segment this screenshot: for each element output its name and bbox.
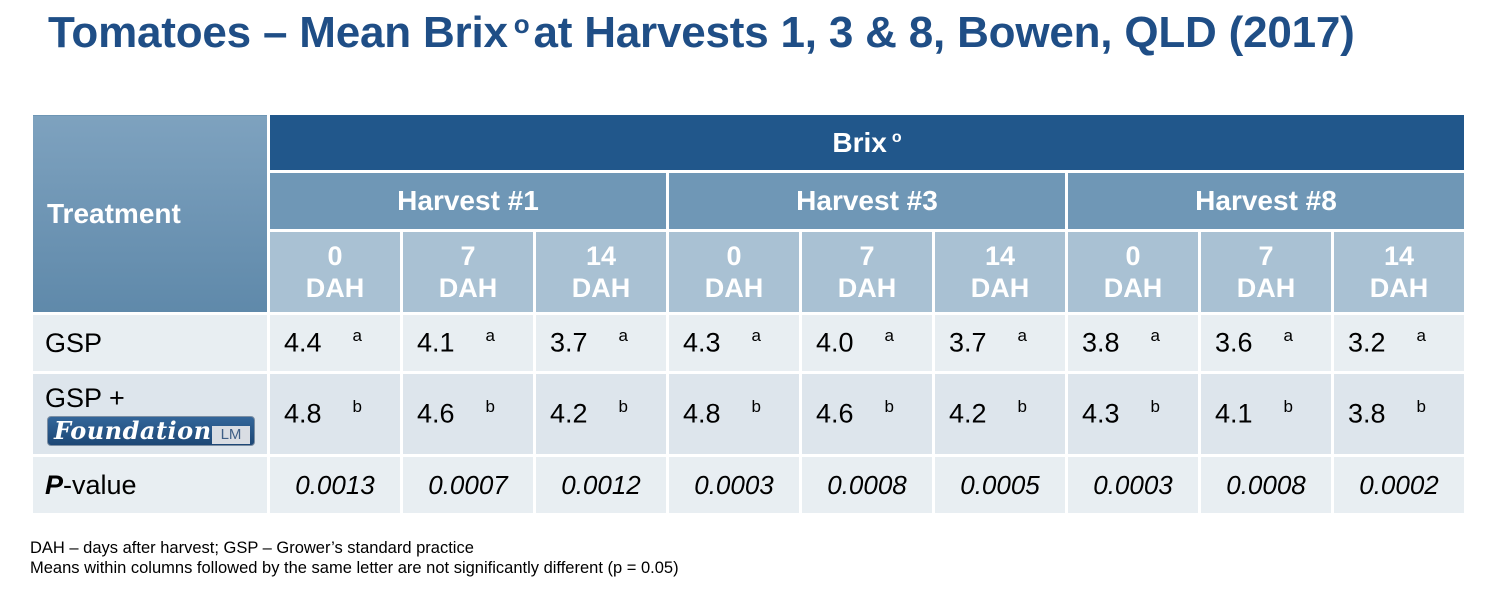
dah-header: 0 DAH bbox=[666, 229, 802, 315]
p-value-cell: 0.0003 bbox=[666, 454, 802, 516]
table-cell: 4.8 b bbox=[666, 371, 802, 457]
table-cell: 4.3 a bbox=[666, 312, 802, 374]
brix-header: Brix o bbox=[267, 112, 1467, 173]
table-cell: 4.0 a bbox=[799, 312, 935, 374]
p-value-cell: 0.0005 bbox=[932, 454, 1068, 516]
treatment-header: Treatment bbox=[30, 112, 270, 315]
table-cell: 3.8 a bbox=[1065, 312, 1201, 374]
p-value-cell: 0.0002 bbox=[1331, 454, 1467, 516]
table-cell: 3.7 a bbox=[533, 312, 669, 374]
table-row-gsp: GSP 4.4 a 4.1 a 3.7 a 4.3 a 4.0 a 3.7 a 3.8 a 3… bbox=[30, 312, 1467, 374]
footnotes: DAH – days after harvest; GSP – Grower’s… bbox=[30, 538, 679, 578]
table-cell: 4.6 b bbox=[400, 371, 536, 457]
table-cell: 4.6 b bbox=[799, 371, 935, 457]
table-cell: 3.7 a bbox=[932, 312, 1068, 374]
table-cell: 4.1 b bbox=[1198, 371, 1334, 457]
p-value-cell: 0.0008 bbox=[1198, 454, 1334, 516]
p-value-cell: 0.0007 bbox=[400, 454, 536, 516]
foundation-lm-logo: Foundation LM bbox=[47, 416, 255, 446]
dah-header: 14 DAH bbox=[533, 229, 669, 315]
table-cell: 4.1 a bbox=[400, 312, 536, 374]
dah-header: 14 DAH bbox=[932, 229, 1068, 315]
brix-table: Treatment Brix o Harvest #1 Harvest #3 Ha… bbox=[30, 112, 1467, 516]
dah-header: 7 DAH bbox=[799, 229, 935, 315]
table-cell: 3.2 a bbox=[1331, 312, 1467, 374]
p-value-cell: 0.0013 bbox=[267, 454, 403, 516]
row-label-gsp: GSP bbox=[30, 312, 270, 374]
row-label-p-value: P-value bbox=[30, 454, 270, 516]
dah-header: 14 DAH bbox=[1331, 229, 1467, 315]
table-cell: 3.6 a bbox=[1198, 312, 1334, 374]
table-cell: 3.8 b bbox=[1331, 371, 1467, 457]
page-title: Tomatoes – Mean Brix oat Harvests 1, 3 & … bbox=[48, 8, 1355, 57]
table-cell: 4.2 b bbox=[932, 371, 1068, 457]
dah-header: 0 DAH bbox=[1065, 229, 1201, 315]
table-cell: 4.4 a bbox=[267, 312, 403, 374]
row-label-foundation: GSP + Foundation LM bbox=[30, 371, 270, 457]
harvest-1-header: Harvest #1 bbox=[267, 170, 669, 232]
p-value-cell: 0.0003 bbox=[1065, 454, 1201, 516]
harvest-8-header: Harvest #8 bbox=[1065, 170, 1467, 232]
p-value-cell: 0.0012 bbox=[533, 454, 669, 516]
dah-header: 0 DAH bbox=[267, 229, 403, 315]
table-cell: 4.3 b bbox=[1065, 371, 1201, 457]
table-cell: 4.2 b bbox=[533, 371, 669, 457]
footnote-significance: Means within columns followed by the sam… bbox=[30, 559, 679, 577]
title-degree-sign: o bbox=[513, 9, 530, 39]
p-value-cell: 0.0008 bbox=[799, 454, 935, 516]
dah-header: 7 DAH bbox=[1198, 229, 1334, 315]
brix-degree-sign: o bbox=[891, 128, 902, 146]
table-row-foundation: GSP + Foundation LM 4.8 b 4.6 b 4.2 b 4.8 b … bbox=[30, 371, 1467, 457]
harvest-3-header: Harvest #3 bbox=[666, 170, 1068, 232]
dah-header: 7 DAH bbox=[400, 229, 536, 315]
table-row-p-value: P-value 0.0013 0.0007 0.0012 0.0003 0.00… bbox=[30, 454, 1467, 516]
footnote-abbreviations: DAH – days after harvest; GSP – Grower’s… bbox=[30, 539, 474, 557]
table-cell: 4.8 b bbox=[267, 371, 403, 457]
